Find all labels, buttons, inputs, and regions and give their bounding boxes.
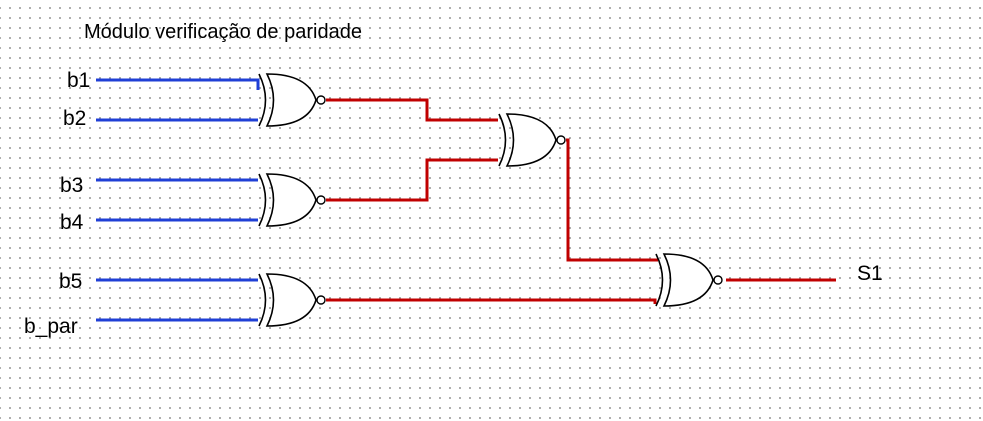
xor-arc [258,173,267,227]
xor-arc [258,73,267,127]
xnor-gate-5 [655,253,723,307]
gate-body [265,173,317,227]
gate-body [505,113,557,167]
input-wires [96,78,260,322]
diagram-title: Módulo verificação de paridade [84,21,362,43]
input-label-b2: b2 [63,107,86,130]
inverter-bubble [713,275,723,285]
xnor-gate-4 [498,113,566,167]
input-label-b-par: b_par [24,315,78,338]
input-label-b1: b1 [67,69,90,92]
wire-g3-to-g5 [326,298,657,304]
input-label-b4: b4 [60,211,84,234]
xor-arc [655,253,664,307]
xnor-gate-2 [258,173,326,227]
gate-body [265,273,317,327]
xor-arc [498,113,507,167]
output-label-s1: S1 [857,262,883,285]
xor-arc [258,273,267,327]
xnor-gate-1 [258,73,326,127]
wire-g4-to-g5 [566,138,658,262]
input-label-b3: b3 [60,174,83,197]
inverter-bubble [316,295,326,305]
inverter-bubble [316,95,326,105]
gate-body [662,253,714,307]
input-label-b5: b5 [59,270,82,293]
gate-body [265,73,317,127]
wire-g1-to-g4 [326,98,498,122]
inverter-bubble [556,135,566,145]
inverter-bubble [316,195,326,205]
wire-g2-to-g4 [326,158,498,202]
wire-b1 [96,78,260,90]
xnor-gate-3 [258,273,326,327]
internal-wires [326,98,836,304]
